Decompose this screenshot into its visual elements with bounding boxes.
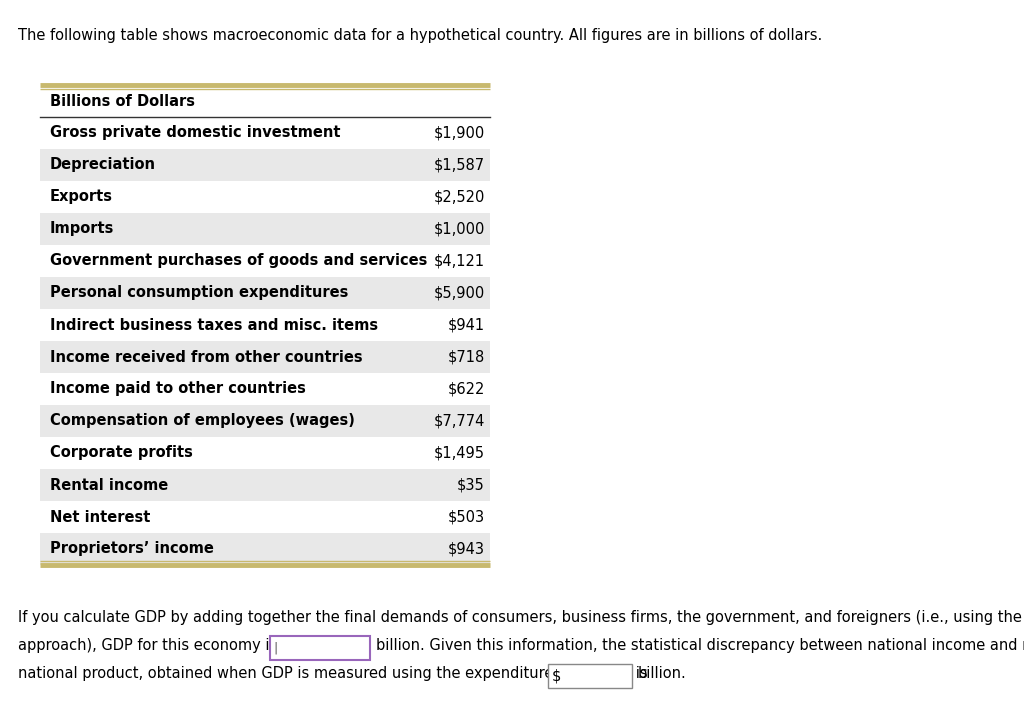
Text: approach), GDP for this economy is: approach), GDP for this economy is — [18, 638, 278, 653]
Text: Depreciation: Depreciation — [50, 158, 156, 173]
Text: $: $ — [552, 669, 561, 684]
Text: $1,587: $1,587 — [434, 158, 485, 173]
Text: If you calculate GDP by adding together the final demands of consumers, business: If you calculate GDP by adding together … — [18, 610, 1024, 625]
Text: national product, obtained when GDP is measured using the expenditure approach, : national product, obtained when GDP is m… — [18, 666, 647, 681]
Text: $1,000: $1,000 — [433, 222, 485, 237]
Text: billion.: billion. — [638, 666, 687, 681]
Text: $35: $35 — [458, 478, 485, 493]
Text: Government purchases of goods and services: Government purchases of goods and servic… — [50, 254, 427, 269]
Text: $1,495: $1,495 — [434, 446, 485, 461]
Text: $718: $718 — [447, 349, 485, 364]
Text: Imports: Imports — [50, 222, 115, 237]
Text: Indirect business taxes and misc. items: Indirect business taxes and misc. items — [50, 317, 378, 332]
Text: Compensation of employees (wages): Compensation of employees (wages) — [50, 414, 355, 429]
Text: Billions of Dollars: Billions of Dollars — [50, 93, 195, 108]
Text: $2,520: $2,520 — [433, 190, 485, 205]
Text: Income paid to other countries: Income paid to other countries — [50, 381, 306, 396]
Text: Corporate profits: Corporate profits — [50, 446, 193, 461]
Text: Exports: Exports — [50, 190, 113, 205]
Text: Personal consumption expenditures: Personal consumption expenditures — [50, 285, 348, 300]
Text: Net interest: Net interest — [50, 510, 151, 525]
Text: $622: $622 — [447, 381, 485, 396]
Text: $943: $943 — [449, 541, 485, 557]
Text: Rental income: Rental income — [50, 478, 168, 493]
Text: Proprietors’ income: Proprietors’ income — [50, 541, 214, 557]
Text: $5,900: $5,900 — [434, 285, 485, 300]
Text: $7,774: $7,774 — [433, 414, 485, 429]
Text: $4,121: $4,121 — [434, 254, 485, 269]
Text: billion. Given this information, the statistical discrepancy between national in: billion. Given this information, the sta… — [376, 638, 1024, 653]
Text: $1,900: $1,900 — [434, 125, 485, 140]
Text: |: | — [273, 642, 278, 655]
Text: $503: $503 — [447, 510, 485, 525]
Text: The following table shows macroeconomic data for a hypothetical country. All fig: The following table shows macroeconomic … — [18, 28, 822, 43]
Text: $941: $941 — [447, 317, 485, 332]
Text: Gross private domestic investment: Gross private domestic investment — [50, 125, 341, 140]
Text: Income received from other countries: Income received from other countries — [50, 349, 362, 364]
